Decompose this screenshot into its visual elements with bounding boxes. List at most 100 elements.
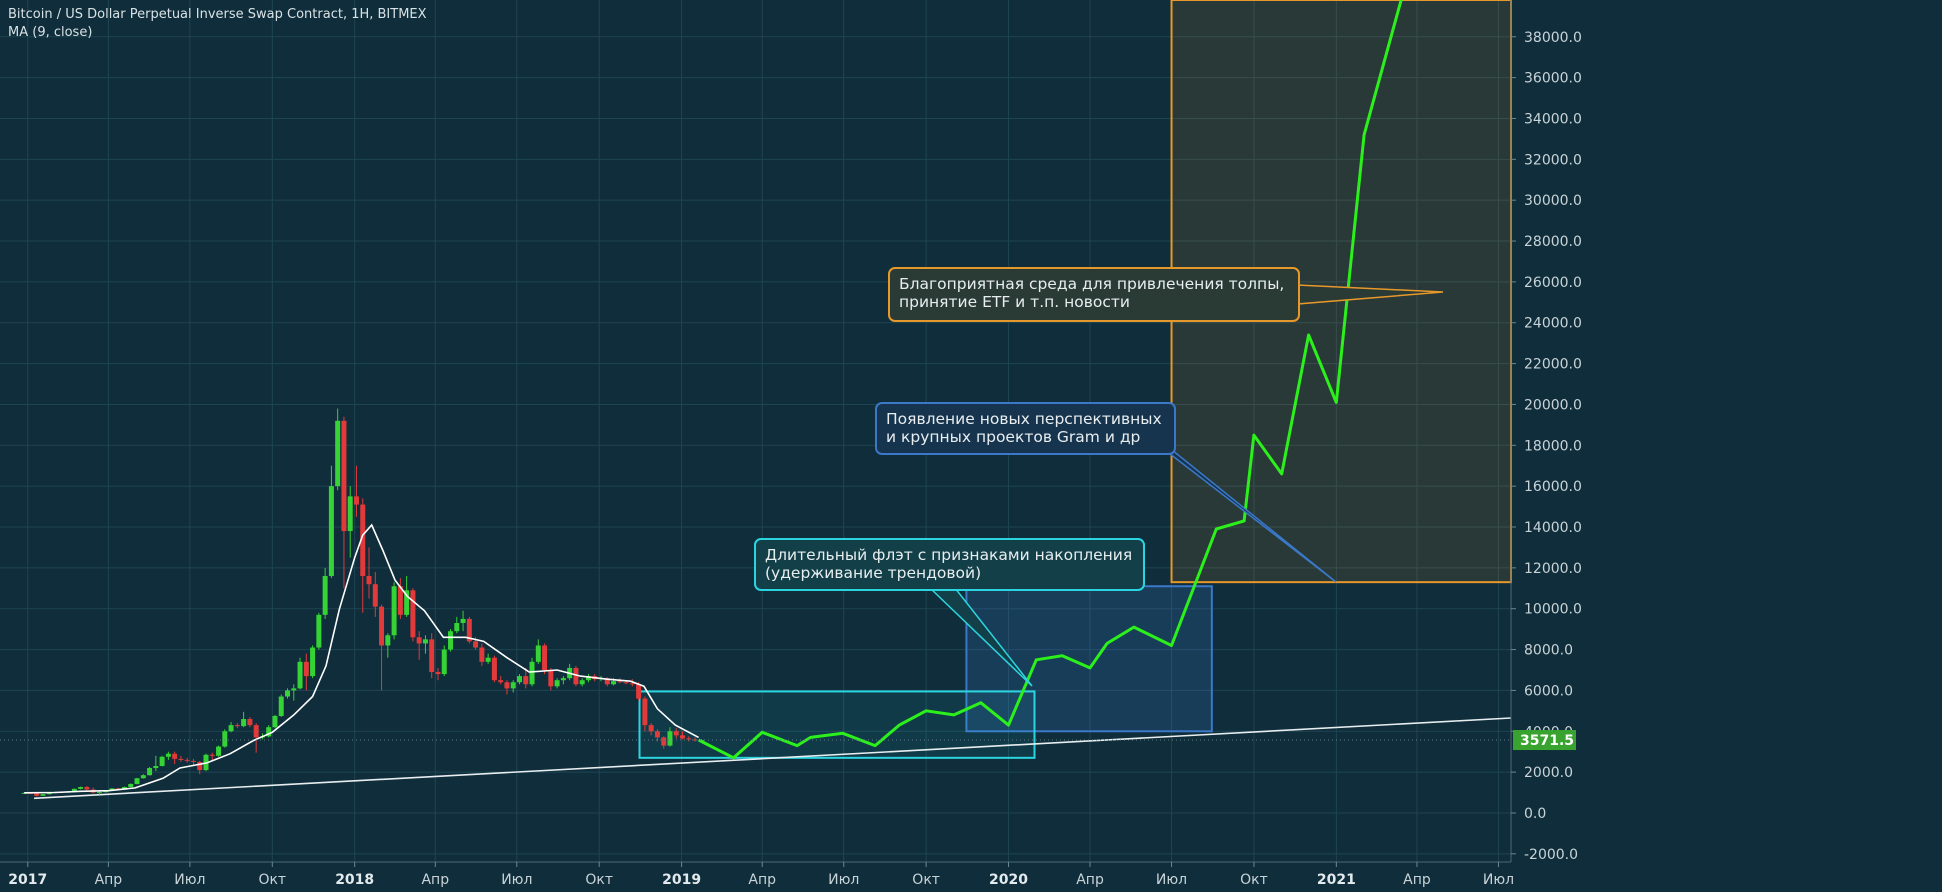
candle-body [372,584,378,607]
candle-body [84,787,90,790]
x-tick-label: Апр [1403,872,1431,888]
candle-body [579,680,585,685]
candle-body [416,637,422,644]
candle-body [96,792,102,794]
candle-body [21,792,27,794]
x-tick-label: Апр [748,872,776,888]
current-price-badge [1513,730,1576,751]
candle-body [297,661,303,689]
blue-callout-box [875,402,1176,455]
candle-body [322,576,328,615]
x-tick-label: Июл [828,872,859,888]
projected-price-path [697,0,1403,760]
candle-body [498,680,504,683]
candle-body [272,715,278,728]
candle-body [353,496,359,505]
candle-body [535,645,541,662]
y-tick-label: 14000.0 [1524,520,1582,536]
axes: 38000.0 36000.0 34000.0 32000.0 30000.0 28000… [0,0,1582,888]
candle-body [673,731,679,736]
candle-body [435,672,441,675]
x-tick-label: Окт [585,872,613,888]
x-tick-label: Июл [1156,872,1187,888]
candle-body [303,661,309,677]
moving-average-line [24,523,699,794]
x-tick-label: 2017 [8,872,47,888]
y-tick-label: 12000.0 [1524,561,1582,577]
candle-body [422,639,428,644]
candle-body [190,760,196,762]
projection-layer [697,0,1403,760]
candle-body [410,590,416,638]
candle-body [504,682,510,689]
candle-body [516,676,522,683]
candle-body [460,618,466,624]
candle-body [454,623,460,632]
candle-body [491,657,497,681]
y-tick-label: -2000.0 [1524,847,1578,863]
candle-body [147,768,153,776]
candle-body [278,696,284,716]
y-tick-label: 36000.0 [1524,71,1582,87]
candle-body [34,793,40,796]
candle-body [466,618,472,642]
candle-body [636,684,642,699]
candle-body [554,680,560,687]
candle-body [585,676,591,681]
symbol-title: Bitcoin / US Dollar Perpetual Inverse Sw… [8,7,427,22]
candle-body [159,756,165,766]
orange-callout-text: Благоприятная среда для привлечения толп… [899,275,1284,293]
indicator-title: MA (9, close) [8,25,93,40]
candle-body [197,761,203,771]
cyan-callout-box [754,538,1145,591]
candle-body [692,739,698,741]
current-price-label: 3571.5 [1520,733,1574,749]
blue-callout-text: Появление новых перспективных [886,410,1162,428]
y-tick-label: 20000.0 [1524,397,1582,413]
orange-callout-box [888,267,1300,322]
candle-body [661,737,667,746]
moving-average-layer [24,523,699,794]
y-tick-label: 16000.0 [1524,479,1582,495]
candle-body [573,667,579,685]
candle-body [529,661,535,685]
candle-body [648,725,654,732]
candle-body [604,678,610,685]
y-tick-label: 22000.0 [1524,357,1582,373]
candle-body [310,647,316,677]
y-tick-label: 34000.0 [1524,111,1582,127]
candle-body [523,676,529,685]
x-tick-label: Апр [95,872,123,888]
candle-body [385,635,391,646]
candle-body [429,639,435,673]
orange-callout-text: принятие ETF и т.п. новости [899,293,1130,311]
y-tick-label: 32000.0 [1524,152,1582,168]
candle-body [379,606,385,646]
candle-body [316,614,322,648]
x-tick-label: Окт [1240,872,1268,888]
candle-body [360,504,366,577]
candle-body [285,690,291,697]
x-tick-label: 2019 [662,872,701,888]
candle-body [216,746,222,756]
trendline-layer [33,717,1512,800]
candle-body [328,486,334,577]
candle-body [667,731,673,746]
cyan-callout-text: Длительный флэт с признаками накопления [765,546,1132,564]
candle-body [397,586,403,615]
x-tick-label: 2018 [335,872,374,888]
y-tick-label: 30000.0 [1524,193,1582,209]
y-tick-label: 28000.0 [1524,234,1582,250]
candle-body [335,420,341,487]
x-tick-label: 2021 [1317,872,1356,888]
candle-body [234,725,240,727]
candle-body [228,725,234,732]
callouts: Благоприятная среда для привлечения толп… [754,267,1444,687]
candles [21,408,704,797]
candle-body [654,731,660,738]
candle-body [629,683,635,685]
candle-body [510,682,516,689]
candle-body [109,788,115,791]
